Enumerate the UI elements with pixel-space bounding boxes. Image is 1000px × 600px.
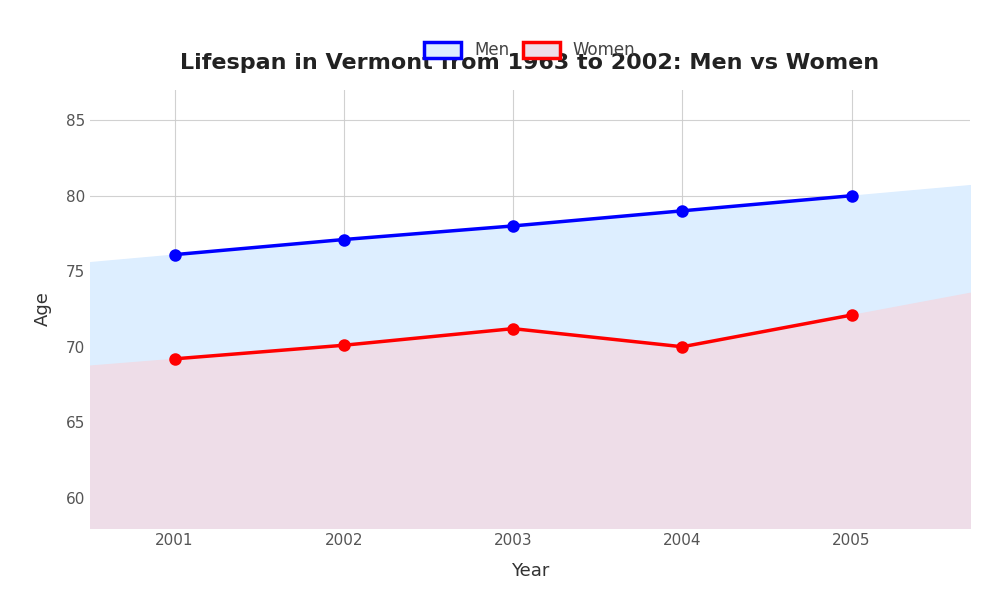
X-axis label: Year: Year	[511, 562, 549, 580]
Title: Lifespan in Vermont from 1963 to 2002: Men vs Women: Lifespan in Vermont from 1963 to 2002: M…	[180, 53, 880, 73]
Legend: Men, Women: Men, Women	[424, 41, 636, 59]
Y-axis label: Age: Age	[34, 292, 52, 326]
